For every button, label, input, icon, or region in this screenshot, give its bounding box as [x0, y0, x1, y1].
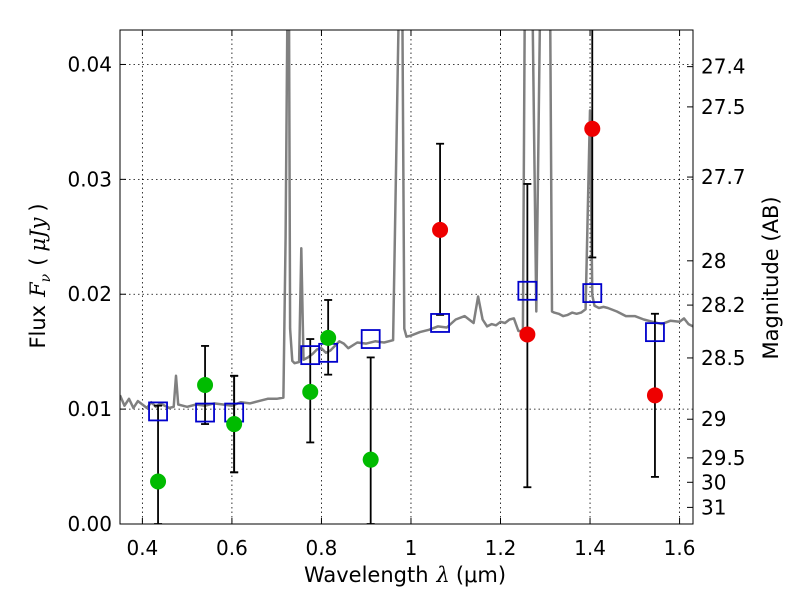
- y-tick-label: 0.03: [67, 167, 112, 191]
- x-tick-label: 1.4: [574, 536, 606, 560]
- model-square: [360, 329, 381, 349]
- plot-frame: [119, 29, 694, 525]
- red-point: [584, 120, 601, 137]
- model-square: [148, 401, 168, 422]
- y-tick-label: 0.04: [67, 52, 112, 76]
- x-tick-label: 1: [405, 536, 418, 560]
- model-square: [645, 322, 665, 343]
- mag-tick-label: 28: [701, 249, 726, 273]
- model-square: [582, 283, 603, 303]
- x-tick-label: 0.4: [126, 536, 158, 560]
- mag-tick-label: 28.5: [701, 346, 746, 370]
- mag-tick-label: 29: [701, 407, 726, 431]
- x-axis-label: Wavelength λ (μm): [304, 563, 506, 587]
- red-point: [646, 387, 663, 404]
- grid-layer: [120, 30, 693, 525]
- y-tick-label: 0.02: [67, 282, 112, 306]
- y-tick-label: 0.01: [67, 397, 112, 421]
- green-point: [226, 416, 243, 433]
- errorbar-layer: [154, 30, 659, 524]
- mag-tick-label: 27.4: [701, 55, 746, 79]
- mag-tick-label: 29.5: [701, 446, 746, 470]
- marker-layer: [148, 120, 665, 490]
- model-square: [195, 402, 215, 423]
- x-tick-label: 1.2: [485, 536, 517, 560]
- mag-tick-label: 27.7: [701, 165, 746, 189]
- green-point: [302, 383, 319, 400]
- green-point: [320, 329, 337, 346]
- green-point: [362, 451, 379, 468]
- tick-layer: 0.4 0.6 0.8 1 1.2 1.4 1.6 0.00 0.01 0.02 0.03 0.04 2…: [67, 30, 746, 560]
- x-tick-label: 1.6: [664, 536, 696, 560]
- mag-tick-label: 30: [701, 470, 726, 494]
- mag-tick-label: 31: [701, 495, 726, 519]
- y-tick-label: 0.00: [67, 512, 112, 536]
- model-square: [517, 280, 538, 301]
- y2-axis-label: Magnitude (AB): [759, 196, 783, 359]
- model-square: [430, 313, 450, 333]
- red-point: [519, 326, 536, 343]
- y-axis-label: FluxFν(μJy): [26, 203, 54, 348]
- green-point: [197, 376, 214, 393]
- red-point: [432, 221, 449, 238]
- mag-tick-label: 28.2: [701, 293, 746, 317]
- green-point: [150, 473, 167, 490]
- mag-tick-label: 27.5: [701, 95, 746, 119]
- x-tick-label: 0.6: [216, 536, 248, 560]
- x-tick-label: 0.8: [306, 536, 338, 560]
